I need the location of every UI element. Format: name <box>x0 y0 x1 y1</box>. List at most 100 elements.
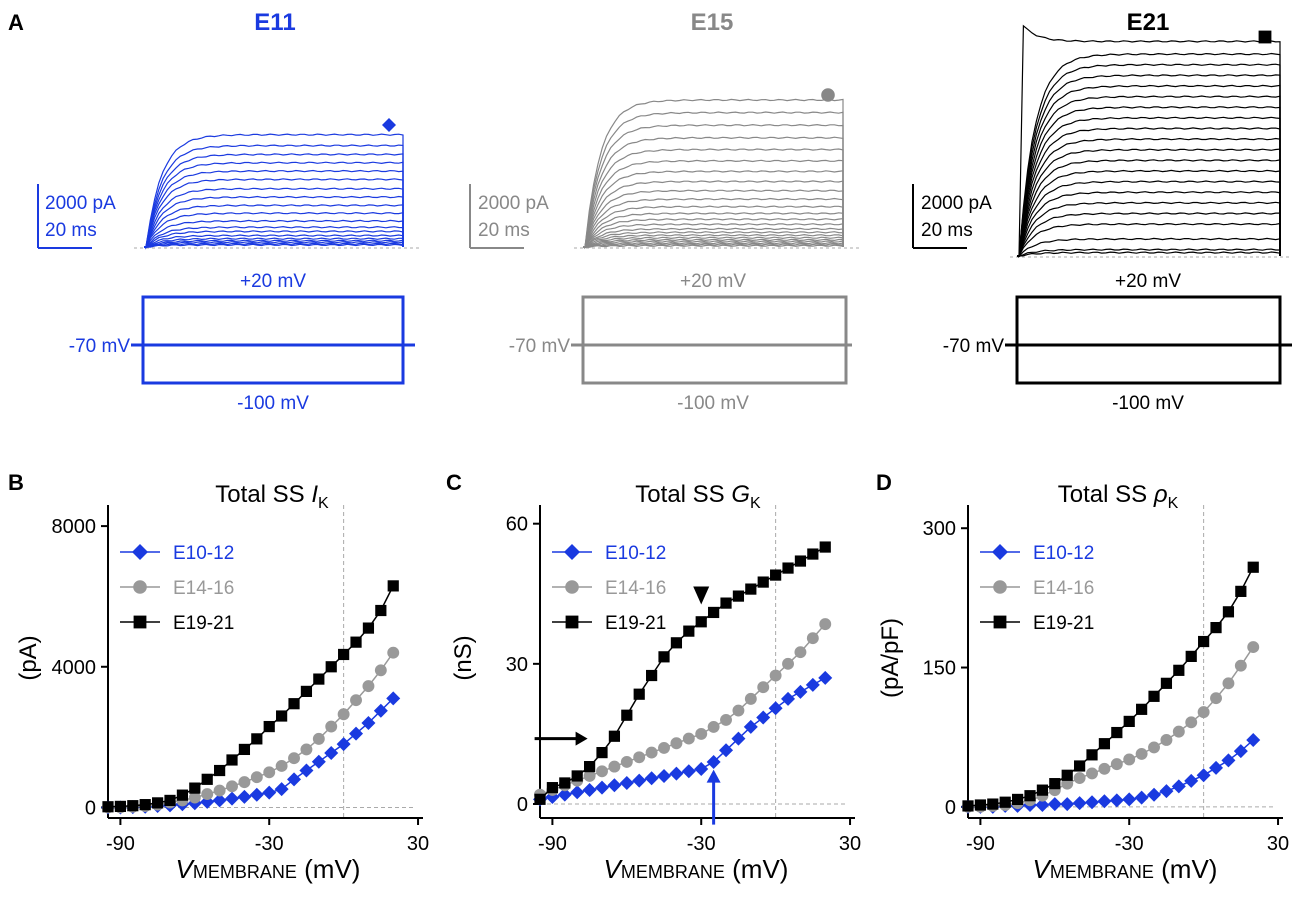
data-point <box>251 733 263 745</box>
current-trace <box>144 211 404 248</box>
data-point <box>287 772 302 787</box>
data-point <box>743 719 758 734</box>
data-point <box>670 637 683 649</box>
recording-title: E21 <box>1127 9 1170 36</box>
data-point <box>807 548 819 560</box>
data-point <box>1049 778 1061 790</box>
data-point <box>657 768 672 783</box>
data-point <box>1222 606 1235 618</box>
data-point <box>658 741 670 754</box>
data-point <box>1097 794 1112 809</box>
chart-title: Total SS ρK <box>1058 481 1179 512</box>
data-point <box>1135 747 1148 760</box>
data-point <box>263 766 276 779</box>
chart-total-ss-ik: Total SS IK (pA) VMEMBRANE (mV) -90 -30 30… <box>15 481 429 884</box>
current-trace <box>1017 159 1281 257</box>
data-point <box>350 636 362 648</box>
data-point <box>336 737 351 752</box>
y-tick-label: 8000 <box>52 516 97 538</box>
current-traces <box>134 133 420 250</box>
legend-label: E19-21 <box>173 613 234 634</box>
data-point <box>1184 773 1199 788</box>
data-point <box>1136 703 1148 715</box>
data-point <box>708 606 720 619</box>
series-line-E10-12 <box>108 697 394 809</box>
current-trace <box>1017 95 1281 257</box>
data-point <box>337 708 350 721</box>
series-line-E14-16 <box>968 646 1254 808</box>
current-trace <box>583 244 844 248</box>
y-tick-label: 4000 <box>52 657 97 679</box>
data-point <box>1086 767 1098 780</box>
x-tick-label: 30 <box>839 833 861 855</box>
current-trace <box>583 238 844 248</box>
data-point <box>275 760 288 772</box>
current-trace <box>1017 24 1281 257</box>
arrowhead-down-icon <box>693 586 710 605</box>
series-line-E19-21 <box>967 566 1254 807</box>
data-point <box>1198 635 1210 648</box>
data-point <box>387 580 399 592</box>
data-point <box>694 761 709 776</box>
y-axis-label: (nS) <box>450 635 477 680</box>
current-trace <box>144 219 404 250</box>
chart-total-ss-rhok: Total SS ρK (pA/pF) VMEMBRANE (mV) -90 -3… <box>877 481 1289 884</box>
data-point <box>1171 779 1186 794</box>
data-point <box>313 673 325 685</box>
current-trace <box>1017 201 1281 257</box>
current-trace <box>583 136 844 248</box>
data-point <box>805 677 820 692</box>
data-point <box>607 778 622 793</box>
data-point <box>619 775 634 790</box>
x-tick-label: -90 <box>106 833 135 855</box>
legend-label: E14-16 <box>173 578 234 599</box>
data-point <box>350 694 362 707</box>
data-point <box>386 691 401 706</box>
data-point <box>299 763 314 778</box>
series-line-E14-16 <box>108 652 394 809</box>
data-point <box>596 765 608 778</box>
data-point <box>250 771 263 784</box>
data-point <box>1111 726 1123 739</box>
circle-icon <box>821 88 835 102</box>
current-trace <box>583 218 844 248</box>
data-point <box>201 773 213 785</box>
x-tick-label: -90 <box>538 833 567 855</box>
step-low-label: -100 mV <box>677 393 749 414</box>
current-trace <box>1017 212 1281 257</box>
data-point <box>582 782 597 797</box>
data-point <box>546 782 559 794</box>
scale-current-label: 2000 pA <box>45 193 116 214</box>
data-point <box>646 669 658 682</box>
data-point <box>670 737 683 750</box>
current-trace <box>1017 222 1281 257</box>
data-point <box>1233 744 1248 759</box>
data-point <box>1086 749 1098 761</box>
series-line-E19-21 <box>539 546 826 800</box>
current-trace <box>583 189 844 248</box>
x-axis-label: VMEMBRANE (mV) <box>176 854 361 884</box>
data-point <box>1210 621 1222 634</box>
data-point <box>300 743 313 756</box>
data-point <box>720 713 732 726</box>
current-trace <box>144 195 404 248</box>
current-trace <box>1017 248 1281 258</box>
data-point <box>695 727 708 740</box>
data-point <box>571 770 583 782</box>
current-trace <box>583 170 844 248</box>
data-point <box>362 680 375 693</box>
current-trace <box>1017 84 1281 257</box>
square-icon <box>1258 30 1272 44</box>
legend-square-icon <box>565 615 579 629</box>
data-point <box>189 782 201 794</box>
current-trace <box>144 243 404 248</box>
data-point <box>1160 734 1173 746</box>
data-point <box>806 632 819 645</box>
data-point <box>645 746 658 759</box>
step-high-label: +20 mV <box>240 271 306 292</box>
data-point <box>213 784 226 797</box>
series-line-E19-21 <box>107 585 394 808</box>
data-point <box>373 703 388 718</box>
legend-label: E14-16 <box>605 578 666 599</box>
current-trace <box>1017 191 1281 257</box>
